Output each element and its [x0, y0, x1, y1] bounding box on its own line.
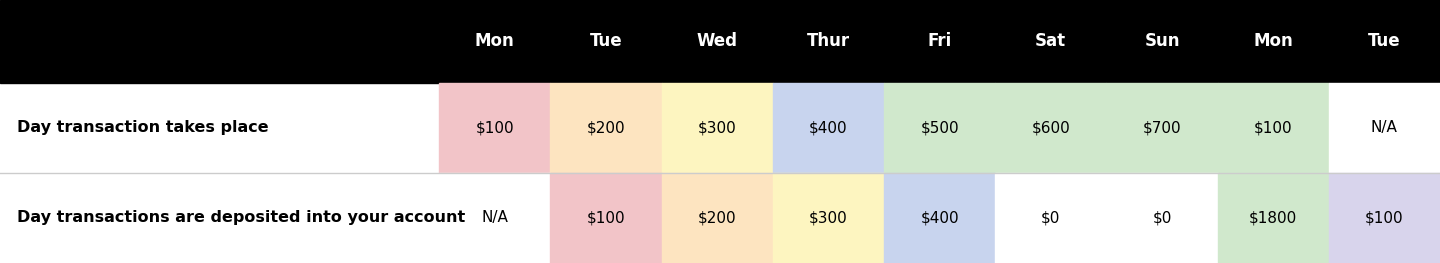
Text: $300: $300	[809, 210, 848, 225]
Text: $400: $400	[809, 120, 848, 135]
Text: $700: $700	[1143, 120, 1181, 135]
Bar	[884, 83, 995, 173]
Text: N/A: N/A	[1371, 120, 1398, 135]
Text: Day transaction takes place: Day transaction takes place	[17, 120, 269, 135]
Bar	[661, 83, 773, 173]
Text: $400: $400	[920, 210, 959, 225]
Text: $100: $100	[586, 210, 625, 225]
Text: $1800: $1800	[1248, 210, 1297, 225]
Text: Mon: Mon	[1253, 32, 1293, 50]
Bar	[1329, 83, 1440, 173]
Bar	[661, 173, 773, 263]
Text: Sat: Sat	[1035, 32, 1067, 50]
Text: $200: $200	[586, 120, 625, 135]
Text: Day transactions are deposited into your account: Day transactions are deposited into your…	[17, 210, 465, 225]
Text: Tue: Tue	[590, 32, 622, 50]
Bar	[0, 0, 1440, 83]
Bar	[550, 83, 661, 173]
Text: $100: $100	[1365, 210, 1404, 225]
Text: $0: $0	[1041, 210, 1060, 225]
Text: Fri: Fri	[927, 32, 952, 50]
Bar	[1329, 173, 1440, 263]
Text: $0: $0	[1152, 210, 1172, 225]
Bar	[550, 173, 661, 263]
Text: $300: $300	[698, 120, 737, 135]
Text: $100: $100	[1254, 120, 1293, 135]
Text: $100: $100	[475, 120, 514, 135]
Text: Thur: Thur	[806, 32, 850, 50]
Bar	[884, 173, 995, 263]
Bar	[773, 83, 884, 173]
Bar	[995, 173, 1106, 263]
Text: Wed: Wed	[697, 32, 737, 50]
Bar	[995, 83, 1106, 173]
Bar	[1106, 83, 1218, 173]
Text: Sun: Sun	[1145, 32, 1179, 50]
Bar	[1218, 173, 1329, 263]
Bar	[773, 173, 884, 263]
Text: $200: $200	[698, 210, 736, 225]
Text: $600: $600	[1031, 120, 1070, 135]
Text: Tue: Tue	[1368, 32, 1401, 50]
Text: $500: $500	[920, 120, 959, 135]
Text: N/A: N/A	[481, 210, 508, 225]
Bar	[439, 83, 550, 173]
Bar	[1106, 173, 1218, 263]
Bar	[439, 173, 550, 263]
Bar	[1218, 83, 1329, 173]
Text: Mon: Mon	[475, 32, 514, 50]
